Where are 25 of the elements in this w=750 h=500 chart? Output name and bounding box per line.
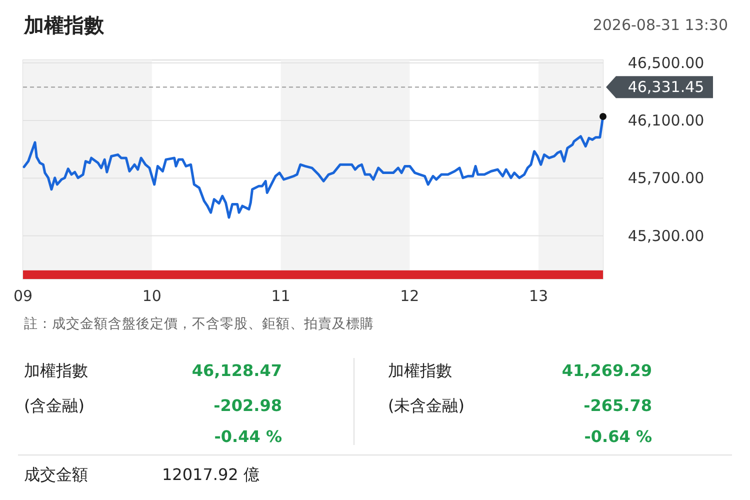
x-tick-label: 09 — [13, 287, 33, 305]
x-tick-label: 12 — [400, 287, 420, 305]
text: 2026-08-31 13:30 — [592, 16, 728, 34]
y-tick-label: 46,500.00 — [628, 54, 704, 72]
ref-line-label: 46,331.45 — [628, 78, 704, 96]
text: 46,128.47 — [192, 361, 282, 380]
text: 加權指數 — [24, 361, 88, 380]
text: 41,269.29 — [562, 361, 652, 380]
x-tick-label: 11 — [271, 287, 290, 305]
text: 註：成交金額含盤後定價，不含零股、鉅額、拍賣及標購 — [24, 316, 374, 332]
text: -0.64 % — [584, 427, 652, 446]
text: 12017.92 億 — [162, 465, 260, 484]
x-tick-label: 13 — [529, 287, 548, 305]
chart-title: 加權指數 — [23, 13, 105, 37]
text: (未含金融) — [388, 396, 464, 415]
y-tick-label: 46,100.00 — [628, 112, 704, 130]
text: (含金融) — [24, 396, 84, 415]
y-tick-label: 45,700.00 — [628, 169, 704, 188]
text: -265.78 — [584, 396, 652, 415]
x-tick-label: 10 — [142, 287, 162, 305]
text: -202.98 — [214, 396, 282, 415]
text: 成交金額 — [24, 465, 88, 484]
text: -0.44 % — [214, 427, 282, 446]
y-tick-label: 45,300.00 — [628, 226, 704, 245]
text: 加權指數 — [388, 361, 452, 380]
